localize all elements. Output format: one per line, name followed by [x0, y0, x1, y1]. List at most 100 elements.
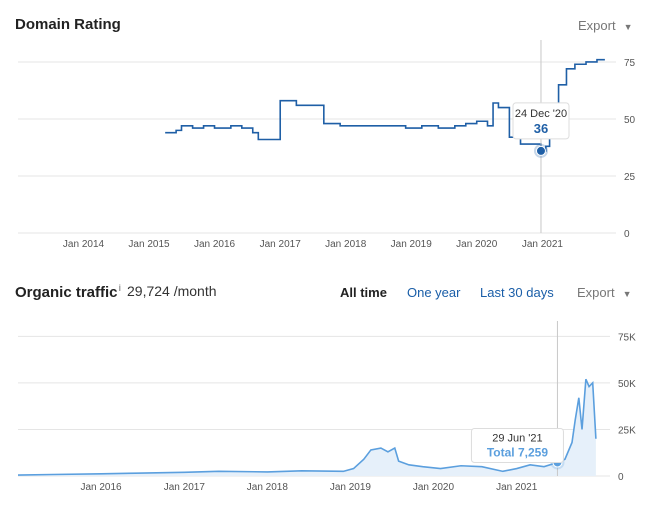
- range-one-year-button[interactable]: One year: [407, 285, 461, 300]
- y-tick-label: 0: [624, 229, 630, 240]
- data-point: [18, 475, 19, 476]
- data-point: [564, 459, 565, 460]
- data-point: [230, 125, 231, 126]
- data-point: [52, 474, 53, 475]
- hover-point: [535, 145, 546, 156]
- data-point: [184, 472, 185, 473]
- y-tick-label: 50: [624, 115, 636, 126]
- data-point: [572, 442, 573, 443]
- data-point: [203, 125, 204, 126]
- domain-rating-line: [165, 58, 605, 152]
- data-point: [353, 468, 354, 469]
- data-point: [531, 144, 532, 145]
- x-tick-label: Jan 2021: [496, 482, 538, 493]
- organic-traffic-chart: 75K 50K 25K 0 Jan 2016 Jan 2017 Jan 2018 Jan 20…: [17, 321, 636, 493]
- traffic-value: 29,724 /month: [127, 283, 217, 299]
- data-point: [604, 59, 605, 60]
- data-point: [269, 139, 270, 140]
- info-icon[interactable]: i: [118, 283, 122, 293]
- data-point: [380, 448, 381, 449]
- data-point: [343, 471, 344, 472]
- data-point: [408, 464, 409, 465]
- x-tick-label: Jan 2020: [413, 482, 455, 493]
- data-point: [101, 473, 102, 474]
- domain-rating-chart: 75 50 25 0 Jan 2014 Jan 2015 Jan 2016 Jan 2017 J…: [18, 40, 636, 250]
- data-point: [363, 459, 364, 460]
- x-tick-label: Jan 2020: [456, 239, 498, 250]
- data-point: [575, 420, 576, 421]
- traffic-export-label: Export: [577, 285, 615, 300]
- domain-rating-title: Domain Rating: [15, 16, 121, 33]
- data-point: [596, 59, 597, 60]
- data-point: [595, 438, 596, 439]
- y-tick-label: 50K: [618, 379, 636, 390]
- y-tick-label: 0: [618, 472, 624, 483]
- dr-export-label: Export: [578, 18, 616, 33]
- data-point: [387, 451, 388, 452]
- data-point: [582, 429, 583, 430]
- x-tick-label: Jan 2015: [128, 239, 170, 250]
- data-point: [394, 448, 395, 449]
- data-point: [422, 466, 423, 467]
- traffic-tooltip-value: Total 7,259: [487, 445, 548, 459]
- data-point: [181, 125, 182, 126]
- x-tick-label: Jan 2018: [325, 239, 367, 250]
- x-tick-label: Jan 2014: [63, 239, 105, 250]
- traffic-tooltip-date: 29 Jun '21: [492, 432, 542, 444]
- data-point: [307, 105, 308, 106]
- data-point: [356, 125, 357, 126]
- data-point: [465, 123, 466, 124]
- data-point: [280, 100, 281, 101]
- x-tick-label: Jan 2019: [391, 239, 433, 250]
- x-tick-label: Jan 2021: [522, 239, 564, 250]
- organic-traffic-line: [17, 378, 597, 476]
- data-point: [398, 461, 399, 462]
- data-point: [340, 125, 341, 126]
- x-tick-label: Jan 2017: [164, 482, 206, 493]
- data-point: [192, 128, 193, 129]
- traffic-export-button[interactable]: Export ▼: [577, 285, 632, 300]
- data-point: [460, 465, 461, 466]
- x-tick-label: Jan 2016: [80, 482, 122, 493]
- data-point: [530, 464, 531, 465]
- data-point: [578, 397, 579, 398]
- data-point: [544, 466, 545, 467]
- data-point: [421, 125, 422, 126]
- data-point: [592, 382, 593, 383]
- dr-export-button[interactable]: Export ▼: [578, 18, 633, 33]
- data-point: [370, 449, 371, 450]
- data-point: [165, 132, 166, 133]
- data-point: [476, 121, 477, 122]
- data-point: [438, 128, 439, 129]
- x-tick-label: Jan 2016: [194, 239, 236, 250]
- chevron-down-icon: ▼: [623, 22, 633, 32]
- y-tick-label: 75K: [618, 332, 636, 343]
- data-point: [493, 103, 494, 104]
- data-point: [214, 128, 215, 129]
- data-point: [241, 128, 242, 129]
- data-point: [558, 84, 559, 85]
- data-point: [258, 139, 259, 140]
- chevron-down-icon: ▼: [622, 289, 632, 299]
- data-point: [509, 137, 510, 138]
- data-point: [586, 61, 587, 62]
- range-all-time-button[interactable]: All time: [340, 285, 387, 300]
- y-tick-label: 25K: [618, 425, 636, 436]
- x-tick-label: Jan 2019: [330, 482, 372, 493]
- data-point: [574, 64, 575, 65]
- data-point: [301, 470, 302, 471]
- range-last-30-days-button[interactable]: Last 30 days: [480, 285, 554, 300]
- data-point: [218, 471, 219, 472]
- data-point: [502, 471, 503, 472]
- organic-traffic-title: Organic traffici: [15, 283, 121, 301]
- x-tick-label: Jan 2017: [260, 239, 302, 250]
- tooltip-box: [470, 427, 564, 463]
- data-point: [405, 128, 406, 129]
- tooltip-box: [512, 102, 570, 140]
- data-point: [372, 125, 373, 126]
- data-point: [135, 473, 136, 474]
- data-point: [389, 125, 390, 126]
- data-point: [267, 471, 268, 472]
